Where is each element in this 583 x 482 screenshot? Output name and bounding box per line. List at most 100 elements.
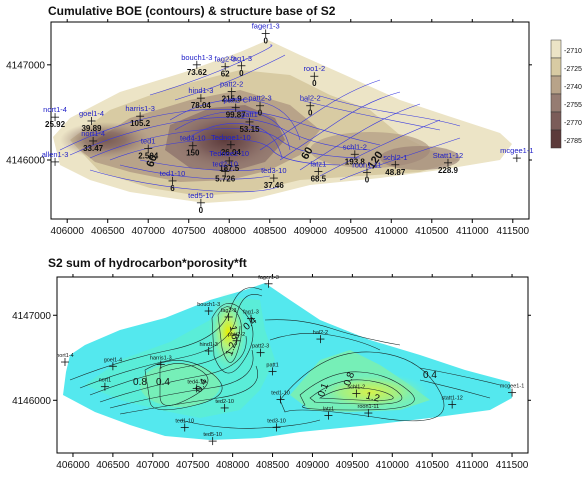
well-name: fag2-3 (221, 308, 237, 314)
well-marker[interactable]: Statt1-12 228.9 (433, 151, 463, 175)
contour-line (339, 137, 461, 181)
well-marker[interactable]: nort1-4 (56, 353, 74, 367)
well-name: ted1 (141, 137, 156, 146)
well-marker[interactable]: ted4-10 (187, 379, 206, 393)
well-value: 0 (263, 36, 268, 45)
well-name: schl1-2 (343, 142, 367, 151)
well-marker[interactable]: schl1-2 (347, 384, 365, 398)
well-name: goel1-4 (104, 357, 122, 363)
x-tick-label: 411000 (456, 226, 489, 237)
well-value: 215.9 (222, 94, 243, 103)
well-name: hal2-2 (313, 330, 328, 336)
well-marker[interactable]: fag2-3 (221, 308, 237, 321)
well-marker[interactable]: mcgee1-1 (500, 146, 534, 163)
well-marker[interactable]: ted2-10 (215, 399, 234, 412)
well-marker[interactable]: ted1-10 6 (160, 169, 185, 193)
well-marker[interactable]: ted5-10 0 (188, 191, 213, 215)
well-marker[interactable]: nort1 (99, 378, 112, 391)
well-value: 33.47 (83, 144, 104, 153)
colorbar-swatch (550, 93, 562, 113)
well-name: ted4-10 (180, 134, 205, 143)
well-marker[interactable]: allen1-3 (42, 150, 69, 166)
top-surface-west (60, 122, 150, 158)
well-marker[interactable]: ted3-10 (267, 418, 286, 432)
well-marker[interactable]: mcgee1-1 (500, 384, 524, 397)
well-marker[interactable]: bouch1-3 73.62 (181, 53, 212, 77)
well-marker[interactable]: roo1-2 0 (303, 64, 325, 88)
well-marker[interactable]: schl1-2 193.8 (343, 142, 367, 166)
contour-line (319, 119, 441, 177)
well-marker[interactable]: statt1-12 (441, 396, 463, 409)
x-tick-label: 408500 (253, 226, 287, 237)
well-marker[interactable]: ted1 2.504 (138, 137, 159, 161)
well-marker[interactable]: hal2-2 (313, 330, 328, 344)
well-marker[interactable]: ted4-10 150 (180, 134, 205, 158)
contour-line (419, 379, 491, 399)
well-marker[interactable]: latz1 (323, 407, 335, 420)
well-marker[interactable]: ted1-10 (175, 418, 194, 432)
well-value: 25.92 (45, 120, 66, 129)
well-marker[interactable]: harris1-3 105.2 (125, 104, 155, 128)
well-marker[interactable]: patt2-3 (252, 344, 269, 357)
well-name: patt2-2 (220, 79, 243, 88)
contour-line (264, 319, 401, 346)
x-tick-label: 408000 (213, 226, 247, 237)
well-marker[interactable]: goel1-4 39.89 (79, 109, 104, 133)
well-marker[interactable]: patt1 53.15 (239, 110, 260, 134)
well-marker[interactable]: goel1-4 (104, 357, 122, 371)
well-name: Tednoe1-10 (211, 133, 251, 142)
well-marker[interactable]: nort1-4 33.47 (81, 129, 105, 153)
well-marker[interactable]: fag1-3 0 (231, 54, 252, 78)
x-tick-label: 408000 (216, 460, 250, 471)
contour-label: 60 (299, 145, 316, 162)
well-marker[interactable]: ted3-10 37.46 (261, 166, 286, 190)
x-tick-label: 410000 (375, 226, 409, 237)
contour-line (69, 117, 371, 156)
well-marker[interactable]: hind1-3 (199, 342, 218, 355)
well-marker[interactable]: latz1 68.5 (310, 159, 326, 183)
well-marker[interactable]: ted2-10 5.726 (212, 159, 237, 183)
contour-label: 0.4 (156, 377, 170, 388)
well-marker[interactable]: hal2-2 0 (300, 94, 321, 118)
well-value: 68.5 (311, 174, 327, 183)
well-marker[interactable]: roon1-11 0 (352, 160, 381, 184)
contour-line (174, 54, 286, 101)
well-value: 0 (312, 79, 317, 88)
well-value: 99.87 (226, 111, 247, 120)
well-marker[interactable]: roon1-11 (358, 404, 380, 418)
well-marker[interactable]: Tednoe1-10 26.04 (211, 133, 251, 157)
y-tick-label: 4147000 (12, 311, 51, 322)
well-marker[interactable]: fag1-3 (243, 310, 259, 323)
well-marker[interactable]: harris1-3 (150, 356, 172, 369)
y-tick-label: 4147000 (6, 60, 45, 71)
contour-label: 0.8 (342, 370, 357, 387)
well-name: fag1-3 (243, 310, 259, 316)
colorbar-label: -2755 (564, 102, 582, 109)
well-marker[interactable]: patt2-2 215.9 (220, 79, 243, 103)
bottom-chart-title: S2 sum of hydrocarbon*porosity*ft (48, 256, 247, 270)
contour-line (259, 79, 381, 151)
well-marker[interactable]: patt2-C 99.87 (223, 96, 248, 120)
well-name: harris1-3 (150, 356, 172, 362)
bottom-surface-peak-north (208, 292, 248, 372)
well-marker[interactable]: schl2-1 48.87 (383, 153, 407, 177)
well-marker[interactable]: fager1-3 (258, 275, 279, 288)
contour-line (299, 103, 421, 171)
y-tick-label: 4146000 (6, 155, 45, 166)
contour-label: 1.2 (224, 340, 239, 357)
well-marker[interactable]: fager1-3 0 (252, 21, 280, 45)
well-marker[interactable]: bouch1-3 (197, 302, 220, 316)
well-marker[interactable]: patt2-3 0 (248, 94, 271, 118)
colorbar-label: -2710 (564, 48, 582, 55)
well-marker[interactable]: nort1-4 25.92 (43, 105, 67, 129)
well-marker[interactable]: Tednoe2-10 187.5 (209, 149, 249, 173)
well-marker[interactable]: ted5-10 (203, 432, 222, 446)
well-marker[interactable]: fag2-3 62 (215, 55, 236, 79)
well-name: ted1-10 (160, 169, 185, 178)
well-marker[interactable]: ted1-10 (271, 390, 290, 404)
top-chart-title: Cumulative BOE (contours) & structure ba… (48, 4, 336, 18)
well-marker[interactable]: patt1 (266, 362, 279, 376)
well-marker[interactable]: hind1-3 78.04 (188, 86, 213, 110)
well-marker[interactable]: patt2-2 (228, 332, 245, 345)
